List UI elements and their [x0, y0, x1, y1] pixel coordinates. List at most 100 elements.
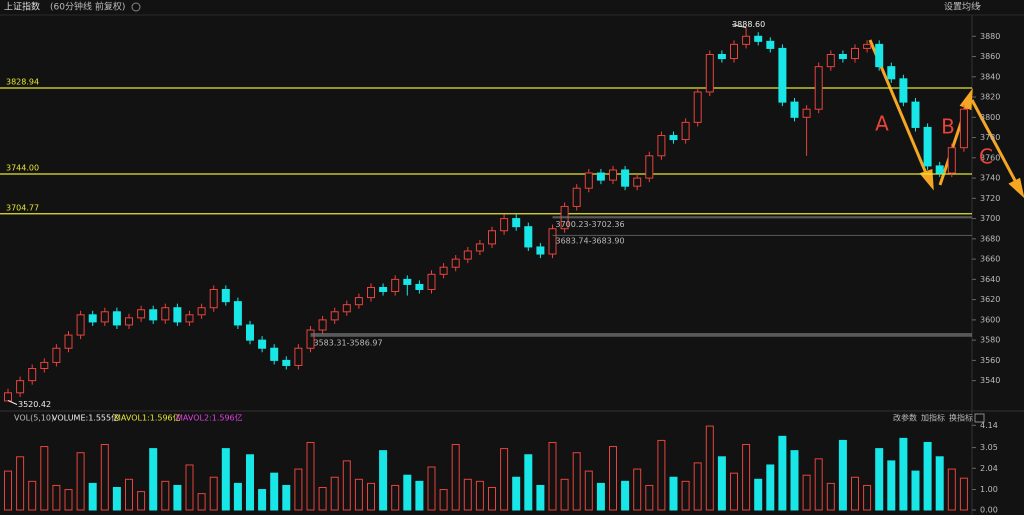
y-tick-label: 3840 [980, 72, 1000, 81]
candle-body [475, 243, 484, 252]
volume-bar [185, 464, 194, 511]
volume-bar [875, 448, 884, 511]
candle-body [851, 47, 859, 60]
volume-bar [754, 478, 763, 511]
candle-body [342, 304, 351, 313]
title: 上证指数 [4, 1, 40, 13]
gap-zone [552, 234, 972, 236]
volume-bar [730, 472, 738, 511]
candle-body [282, 359, 291, 366]
candle-body [415, 283, 424, 290]
wave-label: C [979, 145, 993, 169]
candle-body [125, 317, 133, 326]
volume-bar [100, 444, 109, 511]
dropdown-icon [977, 5, 981, 8]
gap-label: 3583.31-3586.97 [314, 338, 383, 347]
volume-bar [318, 486, 327, 511]
indicator-button[interactable]: 加指标 [921, 413, 945, 423]
indicator-button[interactable]: 改参数 [893, 413, 917, 423]
volume-bar [863, 484, 872, 511]
y-tick-label: 3860 [980, 52, 1000, 61]
volume-legend: MAVOL2:1.596亿 [176, 413, 243, 423]
volume-bar [524, 454, 533, 511]
candle-body [766, 40, 775, 49]
y-tick-label: 3580 [980, 336, 1000, 345]
volume-bar [40, 446, 49, 511]
y-tick-label: 3740 [980, 174, 1000, 183]
candle-body [28, 367, 37, 382]
volume-bar [596, 482, 605, 511]
volume-bar [4, 470, 12, 511]
volume-bar [548, 441, 557, 511]
candle-body [730, 43, 738, 60]
candle-body [790, 101, 799, 118]
gap-zone [310, 333, 972, 337]
settings-icon[interactable] [131, 2, 141, 12]
volume-bar [609, 446, 617, 511]
volume-bar [560, 478, 569, 511]
volume-bar [826, 482, 835, 511]
volume-bar [233, 482, 242, 511]
volume-bar [766, 464, 775, 511]
volume-bar [669, 476, 678, 511]
wave-label: A [875, 112, 889, 136]
high-marker [731, 24, 747, 29]
volume-bar [427, 466, 436, 511]
candle-body [161, 307, 170, 321]
volume-bar [923, 441, 932, 511]
candle-body [197, 307, 206, 316]
candle-body [88, 314, 97, 323]
volume-bar [814, 458, 823, 511]
level-label: 3828.94 [6, 77, 39, 86]
volume-bar [717, 456, 726, 511]
candle-body [40, 361, 49, 369]
level-label: 3744.00 [6, 164, 39, 173]
candle-body [705, 54, 714, 93]
volume-bar [851, 476, 859, 511]
gap-label: 3700.23-3702.36 [556, 220, 625, 229]
candle-body [935, 165, 944, 174]
candle-body [814, 66, 823, 110]
volume-bar [415, 480, 424, 511]
volume-bar [379, 450, 388, 511]
candle-body [4, 392, 12, 402]
volume-bar [705, 425, 714, 511]
candle-body [318, 319, 327, 331]
candle-body [270, 347, 279, 361]
candle-body [221, 288, 230, 303]
y-tick-label: 0.00 [980, 506, 998, 515]
volume-bar [173, 484, 182, 511]
volume-bar [621, 480, 630, 511]
candle-body [367, 286, 375, 299]
candle-body [596, 172, 605, 181]
candle-body [959, 108, 968, 149]
indicator-button[interactable]: 换指标 [949, 413, 973, 423]
candle-body [439, 266, 448, 275]
candle-body [451, 258, 460, 268]
volume-bar [681, 480, 690, 511]
candle-body [693, 91, 702, 123]
candle-body [887, 66, 896, 80]
volume-bar [149, 448, 158, 511]
candle-body [76, 314, 85, 336]
volume-bar [197, 493, 206, 511]
high-label: 3888.60 [732, 20, 765, 29]
candle-body [233, 301, 242, 326]
volume-bar [778, 435, 787, 511]
candle-body [802, 108, 811, 118]
candle-body [609, 169, 617, 181]
candle-body [330, 311, 339, 321]
volume-bar [512, 476, 521, 511]
volume-bar [475, 480, 484, 511]
volume-bar [112, 486, 121, 511]
y-tick-label: 3800 [980, 113, 1000, 122]
ma-button[interactable]: 设置均线 [944, 1, 980, 13]
close-button[interactable] [974, 413, 985, 423]
candle-body [149, 309, 158, 321]
y-tick-label: 3560 [980, 356, 1000, 365]
volume-bar [209, 476, 218, 511]
y-tick-label: 3780 [980, 133, 1000, 142]
y-tick-label: 3880 [980, 32, 1000, 41]
candle-body [657, 135, 666, 157]
candle-body [536, 246, 545, 255]
